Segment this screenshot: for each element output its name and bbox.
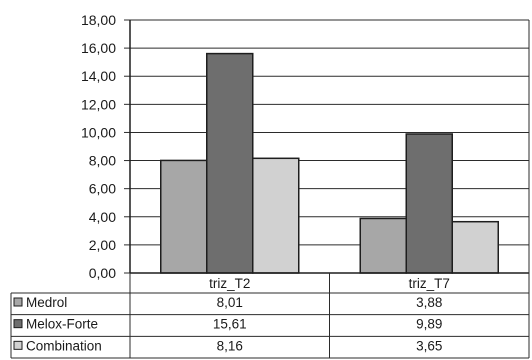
data-label: 9,89 — [416, 317, 442, 332]
y-axis-tick-labels: 0,00 2,00 4,00 6,00 8,00 10,00 12,00 14,00 16,00… — [81, 12, 130, 281]
y-tick-label: 16,00 — [81, 40, 116, 56]
y-tick-label: 10,00 — [81, 124, 116, 140]
legend-swatch — [13, 297, 23, 307]
data-label: 8,01 — [217, 295, 243, 310]
y-tick-label: 6,00 — [89, 181, 116, 197]
data-label: 3,88 — [416, 295, 442, 310]
y-tick-label: 8,00 — [89, 153, 116, 169]
bar-melox-forte-triz-t2 — [206, 52, 254, 274]
legend-label: Medrol — [26, 295, 67, 310]
y-tick-label: 4,00 — [89, 209, 116, 225]
bars — [160, 52, 499, 274]
bar-medrol-triz-t7 — [359, 217, 407, 274]
legend-label: Combination — [26, 338, 102, 353]
category-label: triz_T2 — [209, 276, 250, 291]
category-label: triz_T7 — [409, 276, 450, 291]
data-label: 8,16 — [217, 338, 243, 353]
y-tick-label: 18,00 — [81, 12, 116, 28]
y-tick-label: 12,00 — [81, 96, 116, 112]
data-table: triz_T2 triz_T7 Medrol 8,01 3,88 Melox-Forte 1… — [10, 273, 530, 359]
y-tick-label: 2,00 — [89, 237, 116, 253]
bar-combination-triz-t7 — [451, 220, 499, 274]
legend-swatch — [13, 340, 23, 350]
bar-combination-triz-t2 — [252, 157, 300, 274]
y-tick-label: 0,00 — [89, 265, 116, 281]
data-label: 3,65 — [416, 338, 442, 353]
y-tick-label: 14,00 — [81, 68, 116, 84]
legend-label: Melox-Forte — [26, 317, 98, 332]
bar-medrol-triz-t2 — [160, 159, 208, 274]
data-label: 15,61 — [213, 317, 247, 332]
bar-melox-forte-triz-t7 — [405, 133, 453, 274]
legend-swatch — [13, 319, 23, 329]
